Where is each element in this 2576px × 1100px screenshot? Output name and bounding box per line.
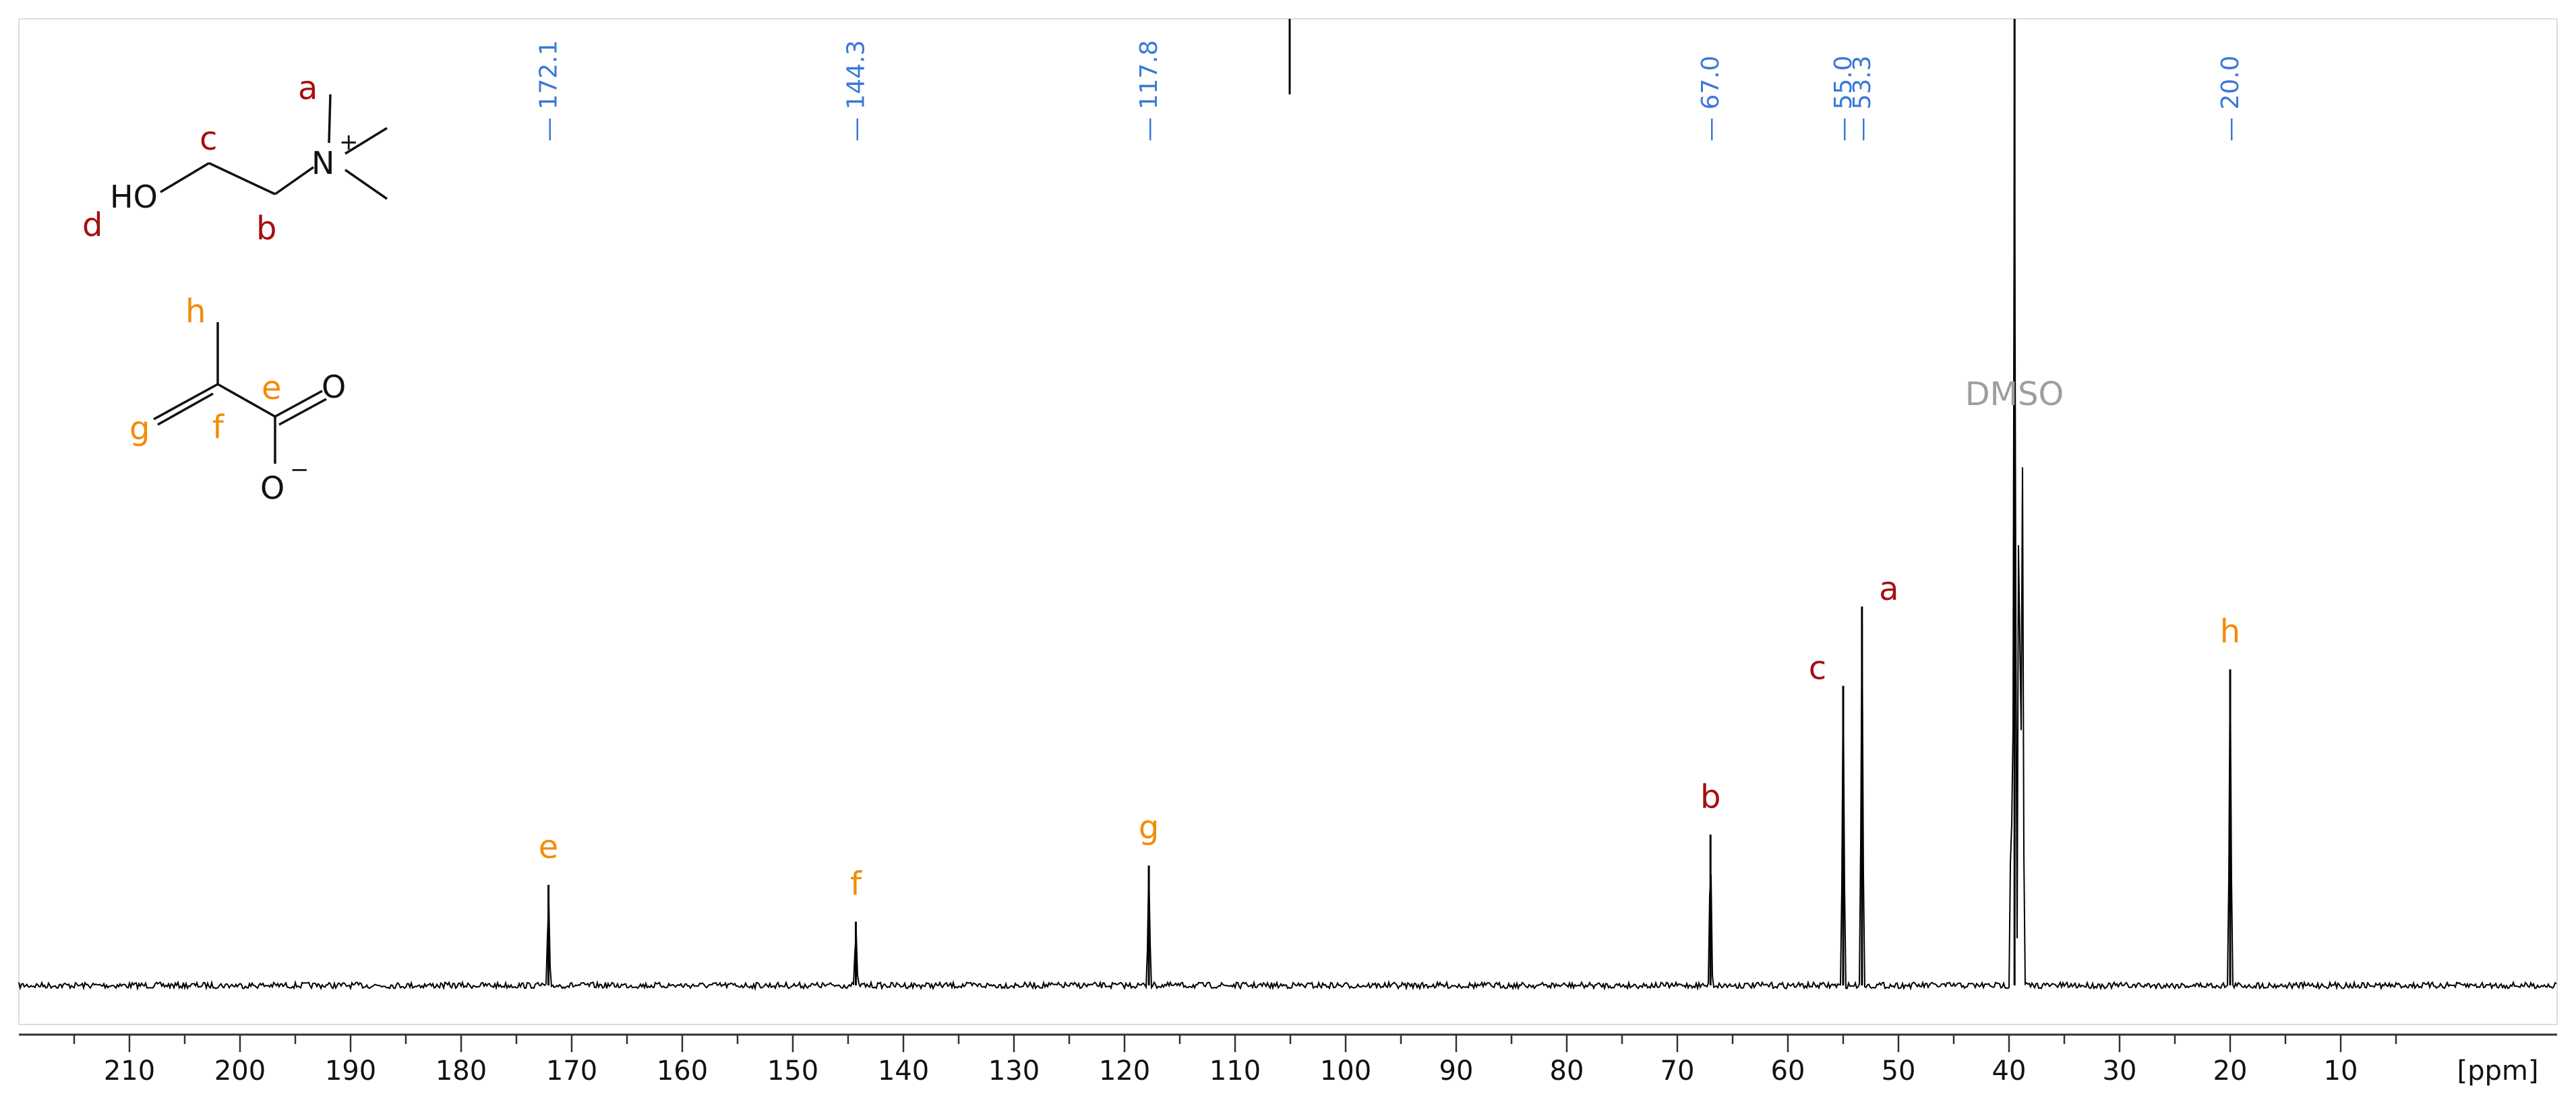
- x-axis-tick-labels: 210 200 190 180 170 160 150 140 130 120 110 100 90 80…: [104, 1056, 2358, 1087]
- peak-ppm-label: — 144.3: [842, 40, 870, 142]
- peak-assignment-label: g: [1139, 809, 1159, 847]
- bond-vinyl-double-2: [157, 392, 214, 426]
- bond-c-carboxyl: [217, 383, 276, 418]
- peak-ppm-label: — 20.0: [2217, 55, 2244, 142]
- x-tick-label: 140: [878, 1056, 929, 1087]
- x-tick-label: 100: [1320, 1056, 1371, 1087]
- acrylate-label-e: e: [262, 369, 282, 407]
- solvent-label: DMSO: [1965, 375, 2064, 413]
- bond-vinyl-double-1: [153, 383, 218, 421]
- acrylate-label-g: g: [129, 410, 150, 448]
- x-tick-label: 30: [2103, 1056, 2137, 1087]
- choline-label-c: c: [200, 120, 217, 158]
- x-tick-label: 160: [657, 1056, 708, 1087]
- bond-c-n: [274, 166, 315, 195]
- acrylate-anion-o: O: [260, 470, 284, 506]
- x-tick-label: 90: [1439, 1056, 1474, 1087]
- x-tick-label: 60: [1771, 1056, 1805, 1087]
- choline-structure: [160, 94, 388, 200]
- acrylate-label-f: f: [212, 408, 224, 446]
- peak-markers: [547, 19, 2231, 985]
- choline-label-d: d: [82, 206, 102, 244]
- peak-ppm-label: — 53.3: [1849, 55, 1876, 142]
- choline-nitrogen: N: [311, 145, 334, 181]
- bond-o-c: [160, 162, 210, 193]
- x-tick-label: 50: [1882, 1056, 1916, 1087]
- x-axis-ticks: [73, 1035, 2397, 1052]
- peak-assignment-label: c: [1809, 649, 1826, 687]
- peak-assignment-label: h: [2220, 613, 2240, 650]
- x-tick-label: 130: [988, 1056, 1040, 1087]
- peak-assignment-label: a: [1879, 570, 1898, 608]
- bond-co-double-2: [278, 398, 327, 426]
- bond-n-me-down: [345, 169, 388, 200]
- x-tick-label: 190: [325, 1056, 376, 1087]
- spectrum-trace: [18, 83, 2557, 991]
- x-tick-label: 210: [104, 1056, 155, 1087]
- peak-ppm-label: — 172.1: [535, 40, 563, 142]
- x-axis-label: [ppm]: [2457, 1056, 2539, 1087]
- peak-ppm-label: — 67.0: [1697, 55, 1725, 142]
- peak-ppm-label: — 117.8: [1135, 40, 1163, 142]
- x-tick-label: 70: [1660, 1056, 1695, 1087]
- choline-hydroxyl: HO: [110, 179, 158, 215]
- x-tick-label: 120: [1099, 1056, 1150, 1087]
- bond-co-double-1: [274, 390, 323, 418]
- acrylate-charge: −: [290, 456, 309, 483]
- peak-ppm-labels: — 172.1 — 144.3 — 117.8 — 67.0 — 55.0— 53.3 —…: [535, 40, 2244, 142]
- choline-label-a: a: [298, 69, 318, 107]
- peak-assignment-label: b: [1700, 778, 1720, 816]
- peak-assignment-label: e: [539, 828, 559, 866]
- x-tick-label: 180: [436, 1056, 487, 1087]
- plot-frame: [18, 18, 2558, 1025]
- x-tick-label: 200: [214, 1056, 266, 1087]
- x-tick-label: 20: [2213, 1056, 2248, 1087]
- choline-label-b: b: [256, 210, 276, 247]
- bond-c-c: [208, 162, 276, 195]
- peak-assignment-labels: e f g b c a h: [539, 570, 2240, 903]
- bond-n-me-right: [345, 127, 388, 155]
- acrylate-carbonyl-o: O: [322, 369, 346, 405]
- peak-assignment-label: f: [850, 865, 862, 903]
- acrylate-structure: [153, 322, 327, 464]
- choline-charge: +: [339, 129, 359, 156]
- x-tick-label: 10: [2324, 1056, 2358, 1087]
- x-tick-label: 110: [1209, 1056, 1261, 1087]
- peak-ppm-label: — 55.0: [1830, 55, 1857, 142]
- x-tick-label: 150: [767, 1056, 818, 1087]
- x-tick-label: 80: [1550, 1056, 1584, 1087]
- bond-n-me-up: [328, 94, 332, 144]
- x-tick-label: 40: [1992, 1056, 2027, 1087]
- x-tick-label: 170: [546, 1056, 597, 1087]
- acrylate-label-h: h: [185, 293, 206, 330]
